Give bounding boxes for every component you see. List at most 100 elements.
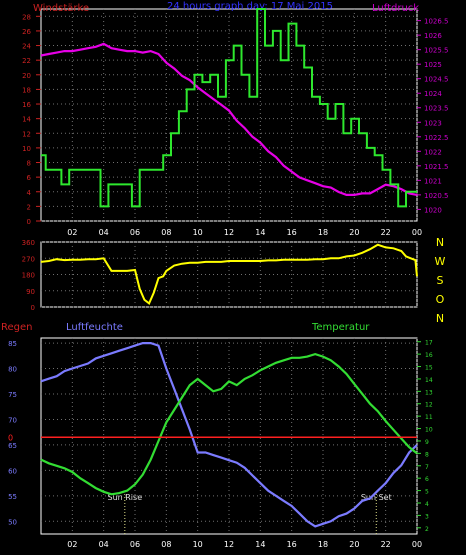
wind-tick-16: 16 — [22, 101, 31, 109]
direction-series — [40, 243, 418, 305]
temperature-line — [40, 352, 418, 496]
time-tick-bottom-10: 10 — [193, 540, 203, 549]
wind-tick-6: 6 — [27, 174, 32, 182]
temperature-tick-14: 14 — [425, 377, 433, 384]
temperature-tick-4: 4 — [425, 501, 429, 508]
humidity-temperature-grid — [41, 338, 418, 534]
time-tick-bottom-18: 18 — [318, 540, 328, 549]
chart-title: 24 hours graph day: 17 Mai 2015 — [167, 1, 333, 12]
pressure-tick-1026-5: 1026.5 — [424, 18, 449, 26]
wind-pressure-series — [40, 8, 418, 208]
time-tick-bottom-16: 16 — [287, 540, 297, 549]
humidity-tick-60: 60 — [8, 467, 17, 475]
humidity-tick-65: 65 — [8, 442, 17, 450]
temperature-axis-title: Temperatur — [311, 322, 370, 333]
wind-pressure-grid — [41, 9, 418, 222]
time-tick-bottom-12: 12 — [224, 540, 234, 549]
wind-tick-2: 2 — [27, 203, 31, 211]
time-tick-bottom-02: 02 — [67, 540, 77, 549]
wind-line — [41, 8, 417, 208]
pressure-tick-1023-5: 1023.5 — [424, 105, 449, 113]
wind-tick-24: 24 — [22, 43, 31, 51]
time-tick-bottom-20: 20 — [349, 540, 359, 549]
pressure-tick-1025: 1025 — [424, 61, 442, 69]
compass-s-2: S — [437, 274, 444, 287]
direction-tick-180: 180 — [22, 272, 35, 280]
time-tick-12: 12 — [224, 228, 234, 237]
temperature-tick-16: 16 — [425, 352, 433, 359]
wind-tick-28: 28 — [22, 13, 31, 21]
temperature-tick-6: 6 — [425, 476, 429, 483]
direction-tick-90: 90 — [26, 288, 35, 296]
pressure-line — [40, 42, 418, 196]
time-tick-16: 16 — [287, 228, 297, 237]
direction-axis-ticks: 0 90 180 270 360 — [22, 239, 35, 312]
humidity-tick-85: 85 — [8, 340, 17, 348]
wind-tick-4: 4 — [27, 189, 32, 197]
wind-pressure-panel: Windstärke 24 hours graph day: 17 Mai 20… — [22, 1, 448, 237]
time-tick-bottom-08: 08 — [161, 540, 171, 549]
time-tick-06: 06 — [130, 228, 140, 237]
direction-tick-360: 360 — [22, 239, 35, 247]
humidity-tick-75: 75 — [8, 391, 17, 399]
humidity-axis-title: Luftfeuchte — [66, 322, 123, 333]
temperature-tick-17: 17 — [425, 340, 433, 347]
pressure-axis-ticks: 1020 1020.5 1021 1021.5 1022 1022.5 1023 1023.5… — [417, 18, 449, 214]
pressure-tick-1021-5: 1021.5 — [424, 163, 449, 171]
humidity-axis-ticks: 50 55 60 65 70 75 80 85 0 — [8, 340, 17, 526]
temperature-tick-2: 2 — [425, 526, 429, 533]
humidity-tick-70: 70 — [8, 416, 17, 424]
temperature-tick-5: 5 — [425, 489, 429, 496]
wind-axis-title: Windstärke — [33, 3, 89, 14]
time-tick-bottom-14: 14 — [255, 540, 265, 549]
time-tick-22: 22 — [381, 228, 391, 237]
rain-axis-title: Regen — [1, 322, 33, 333]
pressure-tick-1021: 1021 — [424, 177, 442, 185]
temperature-tick-10: 10 — [425, 427, 433, 434]
time-tick-14: 14 — [255, 228, 265, 237]
temperature-tick-3: 3 — [425, 513, 429, 520]
direction-tick-270: 270 — [22, 255, 35, 263]
time-tick-08: 08 — [161, 228, 171, 237]
time-axis-ticks-top: 02 04 06 08 10 12 14 16 18 20 22 00 — [67, 228, 422, 237]
compass-n-4: N — [436, 312, 444, 325]
time-tick-10: 10 — [193, 228, 203, 237]
temperature-tick-11: 11 — [425, 414, 433, 421]
temperature-tick-13: 13 — [425, 389, 433, 396]
humidity-line — [40, 342, 418, 528]
compass-n-0: N — [436, 236, 444, 249]
time-tick-18: 18 — [318, 228, 328, 237]
wind-tick-26: 26 — [22, 28, 31, 36]
wind-tick-22: 22 — [22, 57, 31, 65]
pressure-tick-1026: 1026 — [424, 32, 442, 40]
compass-w-1: W — [435, 255, 446, 268]
pressure-tick-1023: 1023 — [424, 119, 442, 127]
wind-tick-20: 20 — [22, 72, 31, 80]
wind-tick-12: 12 — [22, 130, 31, 138]
pressure-tick-1022: 1022 — [424, 148, 442, 156]
pressure-tick-1020-5: 1020.5 — [424, 192, 449, 200]
wind-tick-14: 14 — [22, 116, 31, 124]
pressure-tick-1024-5: 1024.5 — [424, 76, 449, 84]
time-tick-20: 20 — [349, 228, 359, 237]
wind-tick-10: 10 — [22, 145, 31, 153]
pressure-tick-1020: 1020 — [424, 206, 442, 214]
time-tick-00: 00 — [412, 228, 422, 237]
humidity-tick-50: 50 — [8, 518, 17, 526]
time-tick-02: 02 — [67, 228, 77, 237]
wind-tick-0: 0 — [27, 218, 31, 226]
temperature-axis-ticks: 2 3 4 5 6 7 8 9 10 11 12 13 14 15 16 17 — [417, 340, 433, 533]
humidity-temperature-frame — [40, 337, 418, 535]
temperature-tick-12: 12 — [425, 402, 433, 409]
time-tick-bottom-04: 04 — [99, 540, 109, 549]
time-tick-bottom-22: 22 — [381, 540, 391, 549]
direction-line — [40, 243, 418, 305]
pressure-axis-title: Luftdruck — [372, 3, 419, 14]
rain-tick-0: 0 — [8, 433, 13, 442]
time-tick-bottom-06: 06 — [130, 540, 140, 549]
pressure-tick-1024: 1024 — [424, 90, 442, 98]
